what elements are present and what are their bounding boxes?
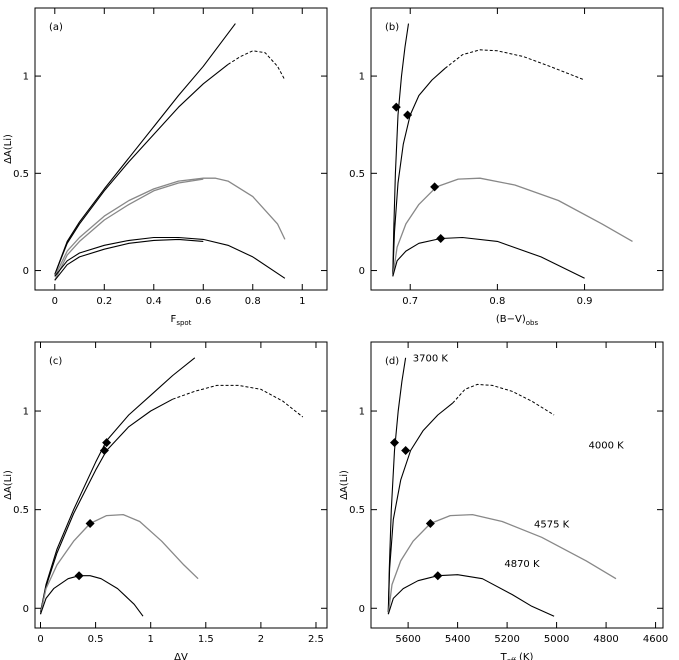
y-tick-label: 1: [23, 72, 29, 83]
y-tick-label: 1: [23, 407, 29, 418]
x-axis-label: (B−V)obs: [496, 314, 539, 327]
panel-label: (c): [49, 356, 62, 367]
diamond-marker: [401, 445, 411, 455]
panel-label: (b): [385, 22, 399, 33]
panel-4: 5600 5400 5200 5000 4800 4600 0 0.5 1 (d) Teff (K)…: [339, 341, 668, 660]
diamond-marker: [102, 438, 112, 448]
x-tick-label: 0.2: [96, 296, 112, 307]
series-line: [54, 236, 286, 279]
plot-frame: [34, 7, 328, 291]
series-line: [387, 402, 454, 613]
x-tick-label: 5400: [445, 634, 470, 645]
x-tick-label: 1: [148, 634, 154, 645]
y-tick-label: 0: [23, 604, 29, 615]
series-line: [387, 513, 617, 615]
y-tick-label: 0.5: [13, 169, 29, 180]
x-tick-label: 0.8: [489, 296, 505, 307]
temperature-annotation: 3700 K: [413, 354, 449, 365]
x-tick-label: 0.4: [146, 296, 162, 307]
x-axis-label: Fspot: [171, 314, 192, 327]
diamond-marker: [85, 518, 95, 528]
series-line: [39, 398, 173, 613]
temperature-annotation: 4575 K: [534, 519, 570, 530]
y-tick-label: 0: [359, 604, 365, 615]
diamond-marker: [425, 518, 435, 528]
x-axis-label: Teff (K): [500, 652, 534, 660]
diamond-marker: [99, 445, 109, 455]
x-tick-label: 0: [52, 296, 58, 307]
series-line: [54, 63, 229, 275]
x-tick-label: 5000: [544, 634, 569, 645]
x-tick-label: 0.8: [245, 296, 261, 307]
series-line: [54, 23, 236, 275]
x-tick-label: 0.6: [195, 296, 211, 307]
series-line: [39, 575, 144, 617]
y-tick-label: 0: [359, 266, 365, 277]
diamond-marker: [74, 571, 84, 581]
x-tick-label: 0.7: [402, 296, 418, 307]
y-axis-label: ΔA(Li): [3, 134, 14, 164]
series-line: [54, 178, 204, 281]
x-tick-label: 4800: [593, 634, 618, 645]
temperature-annotation: 4000 K: [588, 441, 624, 452]
series-line: [54, 238, 204, 281]
temperature-annotation: 4870 K: [504, 559, 540, 570]
x-tick-label: 0.9: [577, 296, 593, 307]
y-tick-label: 0: [23, 266, 29, 277]
series-line: [392, 23, 410, 275]
x-tick-label: 2.5: [308, 634, 324, 645]
x-tick-label: 5600: [395, 634, 420, 645]
y-tick-label: 0.5: [13, 505, 29, 516]
y-axis-label: ΔA(Li): [339, 470, 350, 500]
x-tick-label: 5200: [494, 634, 519, 645]
panel-label: (a): [49, 22, 63, 33]
diamond-marker: [391, 102, 401, 112]
x-tick-label: 4600: [643, 634, 668, 645]
series-line: [172, 384, 304, 418]
series-line: [39, 357, 196, 613]
series-line: [387, 574, 555, 617]
series-line: [54, 177, 286, 277]
y-tick-label: 1: [359, 407, 365, 418]
panel-1: 0 0.2 0.4 0.6 0.8 1 0 0.5 1 (a) Fspot ΔA(Li): [3, 7, 328, 327]
diamond-marker: [390, 438, 400, 448]
x-tick-label: 0.5: [88, 634, 104, 645]
panel-3: 0 0.5 1 1.5 2 2.5 0 0.5 1 (c) ΔV ΔA(Li): [3, 341, 328, 660]
series-line: [392, 236, 585, 279]
diamond-marker: [430, 182, 440, 192]
series-line: [39, 513, 199, 615]
series-line: [444, 49, 585, 81]
diamond-marker: [433, 571, 443, 581]
y-axis-label: ΔA(Li): [3, 470, 14, 500]
series-line: [392, 177, 633, 277]
series-line: [392, 67, 446, 275]
series-line: [387, 357, 407, 613]
y-tick-label: 1: [359, 72, 365, 83]
panel-label: (d): [385, 356, 399, 367]
y-tick-label: 0.5: [349, 505, 365, 516]
series-line: [452, 383, 555, 416]
plot-frame: [370, 341, 664, 629]
panel-2: 0.7 0.8 0.9 0 0.5 1 (b) (B−V)obs: [349, 7, 664, 327]
diamond-marker: [403, 110, 413, 120]
diamond-marker: [436, 233, 446, 243]
x-tick-label: 1.5: [198, 634, 214, 645]
x-tick-label: 1: [299, 296, 305, 307]
series-line: [227, 50, 286, 81]
plot-frame: [34, 341, 328, 629]
plot-frame: [370, 7, 664, 291]
x-axis-label: ΔV: [174, 652, 188, 660]
x-tick-label: 2: [258, 634, 264, 645]
y-tick-label: 0.5: [349, 169, 365, 180]
x-tick-label: 0: [37, 634, 43, 645]
